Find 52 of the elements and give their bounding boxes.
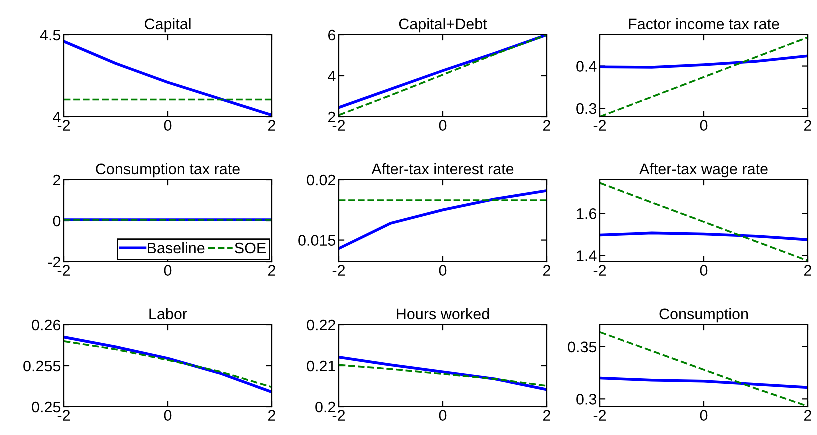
chart-title: After-tax wage rate <box>640 163 768 178</box>
y-tick-label: 0.015 <box>298 235 336 246</box>
y-tick-label: 1.4 <box>577 250 597 262</box>
x-tick-label: 0 <box>700 410 708 421</box>
chart-title: Consumption <box>660 308 748 323</box>
y-tick-label: 0.4 <box>576 61 597 72</box>
x-tick-label: 0 <box>439 410 447 421</box>
y-tick-label: -2 <box>48 256 60 268</box>
y-tick-label: 0 <box>53 216 61 227</box>
chart-title: Hours worked <box>397 308 490 320</box>
y-tick-label: 2 <box>53 174 60 186</box>
x-tick-label: 2 <box>544 120 550 131</box>
y-tick-label: 0.255 <box>24 360 61 372</box>
y-tick-label: 0.3 <box>576 103 597 114</box>
y-tick-label: 0.35 <box>568 342 597 353</box>
x-tick-label: 2 <box>804 410 812 421</box>
x-tick-label: 0 <box>439 265 447 276</box>
legend-label: SOE <box>235 242 266 254</box>
x-tick-label: 0 <box>164 120 172 131</box>
x-tick-label: 2 <box>804 120 812 131</box>
y-tick-label: 0.22 <box>307 320 336 331</box>
x-tick-label: -2 <box>594 265 606 276</box>
y-tick-label: 0.21 <box>307 360 336 372</box>
x-tick-label: 2 <box>804 265 812 276</box>
x-tick-label: 0 <box>439 120 447 131</box>
x-tick-label: -2 <box>594 410 606 421</box>
y-tick-label: 0.3 <box>576 394 597 405</box>
chart-title: Labor <box>150 308 188 320</box>
x-tick-label: 0 <box>700 265 708 276</box>
x-tick-label: 2 <box>544 265 550 276</box>
x-tick-label: 2 <box>544 410 550 421</box>
chart-title: Capital+Debt <box>399 18 488 33</box>
y-tick-label: 4 <box>328 71 336 82</box>
y-tick-label: 1.6 <box>577 208 597 220</box>
x-tick-label: 2 <box>268 265 276 276</box>
y-tick-label: 0.02 <box>307 174 336 186</box>
legend-label: Baseline <box>148 242 205 254</box>
x-tick-label: 2 <box>268 120 276 131</box>
x-tick-label: 0 <box>164 410 172 421</box>
chart-title: Capital <box>145 18 191 33</box>
y-tick-label: 4 <box>53 112 61 123</box>
x-tick-label: -2 <box>594 120 606 131</box>
y-tick-label: 6 <box>328 30 336 41</box>
y-tick-label: 2 <box>328 112 336 123</box>
y-tick-label: 4.5 <box>40 30 61 41</box>
y-tick-label: 0.26 <box>32 320 61 331</box>
chart-title: Consumption tax rate <box>96 163 240 178</box>
chart-title: Factor income tax rate <box>629 18 780 30</box>
x-tick-label: 0 <box>700 120 708 131</box>
x-tick-label: 2 <box>268 410 276 421</box>
x-tick-label: 0 <box>164 265 172 276</box>
chart-title: After-tax interest rate <box>372 163 514 175</box>
